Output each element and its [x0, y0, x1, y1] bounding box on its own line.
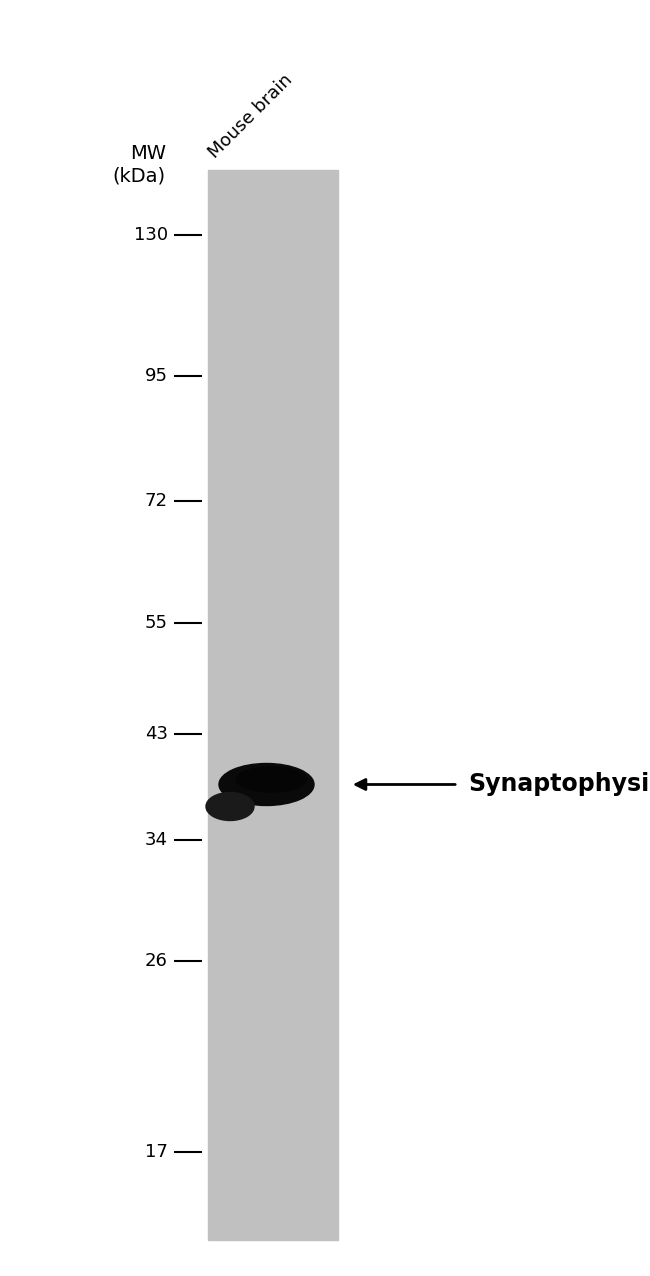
Text: 26: 26: [145, 952, 168, 970]
Text: Mouse brain: Mouse brain: [205, 71, 296, 162]
Text: Synaptophysin: Synaptophysin: [468, 772, 650, 796]
Ellipse shape: [237, 767, 307, 792]
Text: 72: 72: [145, 493, 168, 510]
Text: 34: 34: [145, 831, 168, 849]
Text: 95: 95: [145, 367, 168, 385]
Ellipse shape: [206, 792, 254, 820]
Text: 130: 130: [134, 226, 168, 244]
Bar: [208, 170, 338, 1240]
Text: 55: 55: [145, 614, 168, 632]
Text: 17: 17: [145, 1143, 168, 1161]
Text: MW
(kDa): MW (kDa): [113, 144, 166, 185]
Ellipse shape: [219, 763, 314, 805]
Text: 43: 43: [145, 725, 168, 743]
